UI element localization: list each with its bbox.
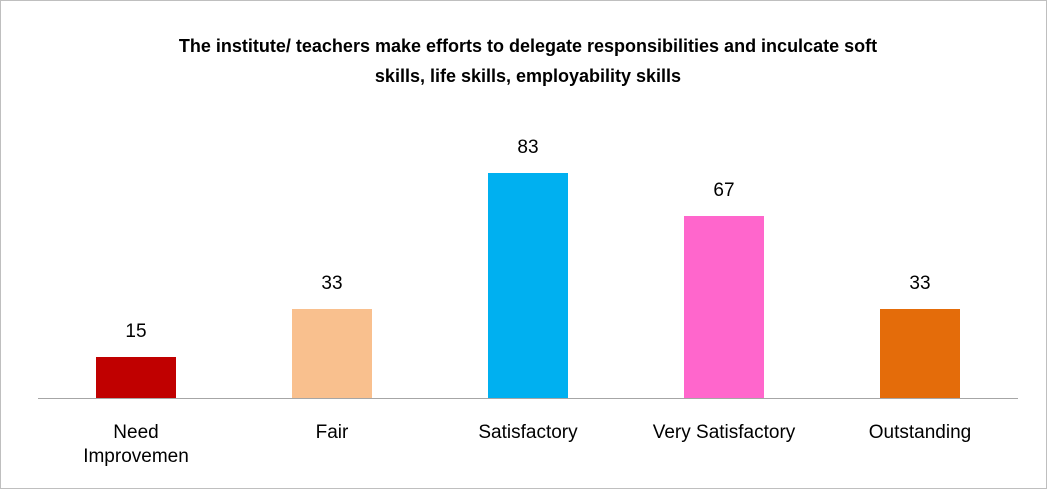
data-label: 33 [909,272,931,294]
data-label: 67 [713,180,735,202]
x-tick-label: Very Satisfactory [652,422,796,443]
bar [292,308,372,398]
bar [684,216,764,398]
x-tick-label: Need Improvemen [83,422,189,467]
x-axis-line [38,398,1018,399]
x-tick-label: Fair [315,422,349,443]
data-label: 15 [125,321,147,343]
x-tick-label: Outstanding [868,422,972,443]
data-label: 33 [321,272,343,294]
x-tick-label: Satisfactory [478,422,578,443]
bar [880,308,960,398]
data-label: 83 [517,137,539,159]
bar [488,173,568,398]
chart-title: The institute/ teachers make efforts to … [178,36,878,86]
bar [96,357,176,398]
